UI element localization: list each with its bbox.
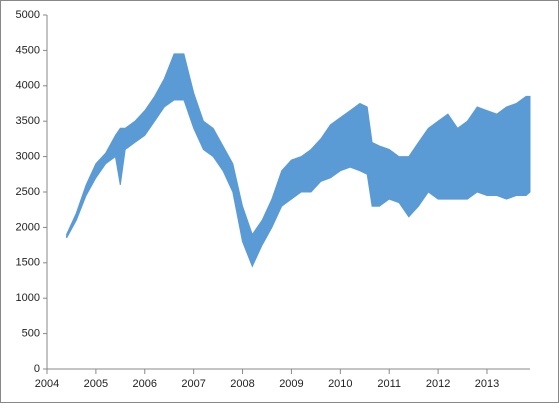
x-tick-label: 2008 xyxy=(230,378,254,390)
y-tick-label: 3500 xyxy=(16,115,40,127)
y-tick-label: 1000 xyxy=(16,292,40,304)
x-tick-label: 2004 xyxy=(35,378,59,390)
y-tick-label: 4500 xyxy=(16,44,40,56)
x-tick-label: 2006 xyxy=(133,378,157,390)
y-tick-label: 1500 xyxy=(16,257,40,269)
y-tick-label: 2500 xyxy=(16,186,40,198)
y-tick-label: 500 xyxy=(22,328,40,340)
x-tick-label: 2013 xyxy=(475,378,499,390)
y-tick-label: 5000 xyxy=(16,9,40,21)
x-tick-label: 2007 xyxy=(181,378,205,390)
x-tick-label: 2010 xyxy=(328,378,352,390)
y-tick-label: 3000 xyxy=(16,151,40,163)
y-tick-label: 0 xyxy=(34,363,40,375)
x-tick-label: 2012 xyxy=(426,378,450,390)
band-area xyxy=(66,53,531,268)
y-tick-label: 2000 xyxy=(16,221,40,233)
x-tick-label: 2009 xyxy=(279,378,303,390)
y-tick-label: 4000 xyxy=(16,80,40,92)
x-tick-label: 2011 xyxy=(377,378,401,390)
x-tick-label: 2005 xyxy=(84,378,108,390)
